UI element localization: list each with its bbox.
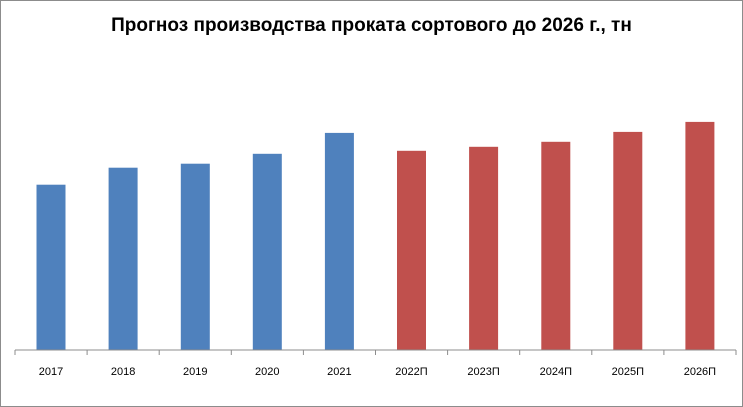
x-tick-label: 2021 [327,366,351,378]
x-tick-label: 2026П [684,366,716,378]
x-tick-label: 2017 [39,366,63,378]
bar-2026П [685,121,715,351]
bar-2022П [397,150,426,350]
x-tick-label: 2020 [255,366,279,378]
bar-2017 [36,184,66,350]
bar-2023П [469,146,499,350]
bar-2021 [324,132,354,350]
x-tick-label: 2022П [395,366,427,378]
chart-title: Прогноз производства проката сортового д… [111,15,632,36]
x-tick-label: 2018 [111,366,135,378]
bar-2020 [252,153,282,350]
x-tick-label: 2025П [612,366,644,378]
x-tick-label: 2024П [540,366,572,378]
bar-2024П [541,141,571,350]
bar-2018 [108,167,138,350]
x-tick-label: 2023П [467,366,499,378]
x-tick-label: 2019 [183,366,207,378]
bar-2025П [613,131,643,350]
bar-2019 [180,163,210,350]
